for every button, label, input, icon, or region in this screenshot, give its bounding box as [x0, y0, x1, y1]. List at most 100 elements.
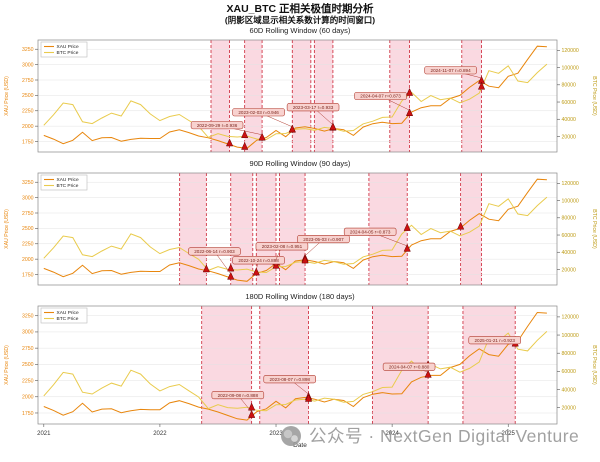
left-tick-label: 3250: [22, 314, 34, 320]
annotation-label: 2022-09-08 r=0.888: [218, 393, 259, 398]
right-tick-label: 40000: [562, 387, 577, 393]
left-axis-title: XAU Price (USD): [4, 209, 10, 249]
right-tick-label: 20000: [562, 267, 577, 273]
left-tick-label: 3250: [22, 180, 34, 186]
annotation-label: 2022-09-29 r=0.936: [197, 123, 238, 128]
right-tick-label: 120000: [562, 48, 579, 54]
extreme-marker-icon: [301, 255, 309, 264]
extreme-markers: [225, 75, 486, 150]
right-tick-label: 60000: [562, 369, 577, 375]
x-tick-label: 2022: [153, 431, 167, 437]
left-tick-label: 1750: [22, 272, 34, 278]
chart-block-90d: 90D Rolling Window (90 days) 2022-06-14 …: [0, 159, 600, 291]
annotation-label: 2024-04-07 r=0.880: [389, 364, 430, 369]
x-tick-label: 2024: [385, 431, 399, 437]
right-axis-title: BTC Price (USD): [591, 76, 597, 116]
left-tick-label: 2250: [22, 378, 34, 384]
annotation-label: 2022-10-24 r=0.898: [238, 258, 279, 263]
right-tick-label: 20000: [562, 134, 577, 140]
left-axis-title: XAU Price (USD): [4, 345, 10, 385]
extreme-marker-icon: [329, 122, 337, 131]
figure-header: XAU_BTC 正相关极值时期分析 (阴影区域显示相关系数计算的时间窗口): [0, 0, 600, 25]
right-tick-label: 100000: [562, 198, 579, 204]
extreme-marker-icon: [304, 393, 313, 402]
extreme-marker-icon: [424, 369, 432, 378]
extreme-marker-icon: [288, 124, 296, 133]
axes: 1750 2000 2250 2500 2750 3000 3250 20000 40000 60…: [22, 172, 579, 286]
extreme-marker-icon: [403, 243, 411, 252]
chart-title-180d: 180D Rolling Window (180 days): [245, 292, 355, 301]
chart-svg-60d: 2022-09-29 r=0.936 2023-02-03 r=0.946 2023…: [4, 39, 597, 153]
annotation-box: [286, 103, 340, 112]
figure-title: XAU_BTC 正相关极值时期分析: [226, 3, 374, 15]
annotation-box: [232, 108, 285, 117]
left-tick-label: 1750: [22, 411, 34, 417]
right-tick-label: 120000: [562, 181, 579, 187]
left-tick-label: 2000: [22, 257, 34, 263]
legend-label: XAU Price: [57, 310, 79, 316]
annotation-label: 2023-05-03 r=0.907: [303, 237, 344, 242]
left-tick-label: 2500: [22, 362, 34, 368]
annotation-label: 2022-06-14 r=0.903: [194, 249, 235, 254]
annotation-label: 2023-02-03 r=0.946: [238, 110, 279, 115]
right-tick-label: 80000: [562, 351, 577, 357]
left-tick-label: 3000: [22, 62, 34, 68]
annotation-label: 2024-04-05 r=0.873: [350, 230, 391, 235]
extreme-marker-icon: [477, 81, 486, 90]
right-tick-label: 120000: [562, 315, 579, 321]
x-tick-label: 2023: [269, 431, 283, 437]
left-tick-label: 2750: [22, 211, 34, 217]
extreme-marker-icon: [241, 130, 249, 139]
right-tick-label: 60000: [562, 100, 577, 106]
legend-label: XAU Price: [57, 177, 79, 183]
left-tick-label: 3000: [22, 195, 34, 201]
btc-price-line: [43, 63, 548, 141]
right-axis-title: BTC Price (USD): [591, 209, 597, 249]
x-tick-label: 2025: [502, 431, 516, 437]
right-tick-label: 100000: [562, 65, 579, 71]
axes: 1750 2000 2250 2500 2750 3000 3250 20000 40000 60…: [22, 305, 579, 437]
right-tick-label: 80000: [562, 216, 577, 222]
right-axis-title: BTC Price (USD): [591, 345, 597, 385]
extreme-marker-icon: [248, 402, 256, 411]
btc-price-line: [43, 331, 548, 412]
annotation-box: [343, 227, 397, 236]
btc-price-line: [43, 196, 548, 274]
extreme-marker-icon: [258, 132, 266, 141]
annotation-box: [354, 91, 407, 101]
left-tick-label: 2500: [22, 93, 34, 99]
extreme-marker-icon: [272, 260, 280, 269]
figure-subtitle: (阴影区域显示相关系数计算的时间窗口): [224, 15, 376, 25]
annotation-box: [263, 375, 316, 384]
annotations: 2022-09-08 r=0.888 2023-08-07 r=0.898 2024…: [211, 336, 521, 413]
extreme-marker-icon: [202, 264, 210, 273]
annotation-label: 2023-08-07 r=0.898: [269, 377, 310, 382]
correlation-window-bands: [210, 40, 482, 152]
left-axis-title: XAU Price (USD): [4, 76, 10, 116]
chart-svg-180d: 2022-09-08 r=0.888 2023-08-07 r=0.898 2024…: [4, 305, 597, 437]
xau-price-line: [43, 311, 547, 421]
extreme-marker-icon: [403, 223, 411, 231]
annotation-box: [232, 256, 285, 265]
extreme-marker-icon: [405, 87, 414, 96]
annotation-box: [255, 242, 309, 251]
annotation-box: [468, 336, 521, 345]
left-tick-label: 2250: [22, 109, 34, 115]
left-tick-label: 3000: [22, 330, 34, 336]
xau-price-line: [43, 178, 547, 282]
left-tick-label: 2750: [22, 78, 34, 84]
legend-label: BTC Price: [57, 50, 79, 56]
annotation-box: [190, 121, 244, 130]
right-tick-label: 100000: [562, 333, 579, 339]
extreme-markers: [202, 221, 465, 280]
annotation-label: 2024-04-07 r=0.873: [360, 94, 401, 99]
right-tick-label: 20000: [562, 405, 577, 411]
chart-title-60d: 60D Rolling Window (60 days): [249, 26, 351, 35]
left-tick-label: 2000: [22, 124, 34, 130]
annotations: 2022-09-29 r=0.936 2023-02-03 r=0.946 2023…: [190, 66, 482, 136]
annotation-box: [297, 235, 350, 244]
annotation-label: 2023-02-08 r=0.951: [262, 244, 303, 249]
left-tick-label: 2250: [22, 242, 34, 248]
